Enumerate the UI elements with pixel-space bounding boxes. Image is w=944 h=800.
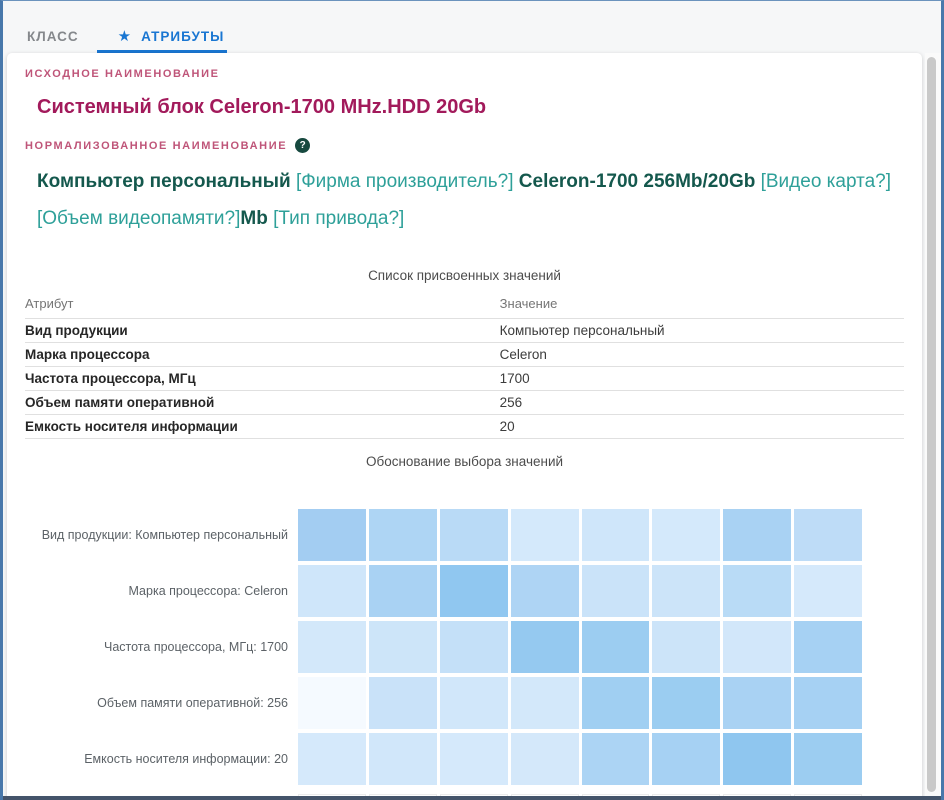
table-row: Емкость носителя информации 20 [25,414,904,439]
source-name-label: ИСХОДНОЕ НАИМЕНОВАНИЕ [25,68,220,80]
heatmap-cell[interactable] [794,677,862,729]
attribute-name-cell: Марка процессора [25,342,500,367]
attributes-card: ИСХОДНОЕ НАИМЕНОВАНИЕ Системный блок Cel… [7,53,922,800]
assigned-values-table: Атрибут Значение Вид продукции Компьютер … [25,292,904,439]
heatmap-row-label: Емкость носителя информации: 20 [84,752,288,766]
heatmap-cell[interactable] [652,733,721,785]
heatmap-cell[interactable] [439,509,508,561]
attribute-value-cell: Компьютер персональный [499,318,904,343]
attribute-value-cell: Celeron [499,342,904,367]
normalized-segment-placeholder: [Видео карта?] [Объем видеопамяти?] [37,171,892,229]
normalized-segment-value: Celeron-1700 256Mb/20Gb [518,171,756,192]
heatmap-cell[interactable] [794,509,862,561]
heatmap-row-label: Вид продукции: Компьютер персональный [41,528,288,542]
heatmap-cell[interactable] [510,621,579,673]
normalized-segment-value: Mb [240,208,268,229]
window-bottom-edge [0,796,944,800]
table-row: Вид продукции Компьютер персональный [25,318,904,343]
heatmap-cell[interactable] [439,565,508,617]
heatmap-cell[interactable] [298,733,366,785]
assigned-values-title: Список присвоенных значений [368,268,561,283]
heatmap-cell[interactable] [723,565,792,617]
column-header-value: Значение [499,296,558,311]
attribute-name-cell: Вид продукции [25,318,500,343]
heatmap-cell[interactable] [510,509,579,561]
heatmap-cell[interactable] [723,509,792,561]
table-header-row: Атрибут Значение [25,292,904,319]
tab-bar: КЛАСС ★ АТРИБУТЫ [0,0,944,53]
heatmap-cell[interactable] [298,565,366,617]
heatmap-cell[interactable] [652,621,721,673]
table-row: Марка процессора Celeron [25,342,904,367]
attribute-name-cell: Частота процессора, МГц [25,366,500,391]
heatmap-cell[interactable] [298,621,366,673]
heatmap-cell[interactable] [581,621,650,673]
heatmap-cell[interactable] [723,621,792,673]
heatmap-cell[interactable] [439,677,508,729]
heatmap-cell[interactable] [439,733,508,785]
star-icon: ★ [117,28,133,45]
column-header-attribute: Атрибут [25,296,74,311]
heatmap-cell[interactable] [298,677,366,729]
tab-class[interactable]: КЛАСС [25,29,81,53]
heatmap-cell[interactable] [794,565,862,617]
heatmap-cell[interactable] [581,565,650,617]
normalized-name-label: НОРМАЛИЗОВАННОЕ НАИМЕНОВАНИЕ [25,139,288,152]
tab-class-label: КЛАСС [27,29,79,44]
normalized-segment-placeholder: [Фирма производитель?] [290,171,519,192]
attribute-value-cell: 20 [499,414,904,439]
tab-attributes[interactable]: ★ АТРИБУТЫ [96,28,228,53]
heatmap-cell[interactable] [439,621,508,673]
heatmap-cell[interactable] [652,677,721,729]
heatmap-cell[interactable] [723,677,792,729]
attribute-name-cell: Емкость носителя информации [25,414,500,439]
heatmap-row-label: Марка процессора: Celeron [128,584,289,598]
heatmap-cell[interactable] [723,733,792,785]
justification-title: Обоснование выбора значений [365,454,564,469]
heatmap-cell[interactable] [368,677,437,729]
table-row: Частота процессора, МГц 1700 [25,366,904,391]
vertical-scrollbar[interactable] [925,53,941,796]
attribute-value-cell: 256 [499,390,904,415]
heatmap-row-label: Частота процессора, МГц: 1700 [104,640,288,654]
heatmap-cell[interactable] [510,565,579,617]
attribute-value-cell: 1700 [499,366,904,391]
assigned-values-body: Вид продукции Компьютер персональный Марка… [25,318,904,439]
heatmap-row-label: Объем памяти оперативной: 256 [97,696,288,710]
source-name-value: Системный блок Celeron-1700 MHz.HDD 20Gb [37,96,487,118]
heatmap-cell[interactable] [368,565,437,617]
normalized-segment-value: Компьютер персональный [37,171,291,192]
heatmap-cell[interactable] [510,677,579,729]
heatmap-cell[interactable] [298,509,366,561]
heatmap-cell[interactable] [368,733,437,785]
heatmap-cell[interactable] [794,733,862,785]
heatmap-cell[interactable] [581,677,650,729]
heatmap-cell[interactable] [794,621,862,673]
normalized-name-text: Компьютер персональный [Фирма производит… [37,163,904,237]
tab-attributes-label: АТРИБУТЫ [141,29,225,44]
normalized-name-label-row: НОРМАЛИЗОВАННОЕ НАИМЕНОВАНИЕ ? [25,138,904,153]
heatmap-cell[interactable] [581,509,650,561]
justification-heatmap: Вид продукции: Компьютер персональный Мар… [25,509,862,785]
table-row: Объем памяти оперативной 256 [25,390,904,415]
heatmap-cell[interactable] [581,733,650,785]
heatmap-cell[interactable] [652,565,721,617]
help-icon[interactable]: ? [295,138,311,153]
attribute-name-cell: Объем памяти оперативной [25,390,500,415]
heatmap-cell[interactable] [368,509,437,561]
scrollbar-thumb[interactable] [927,57,936,792]
heatmap-cell[interactable] [368,621,437,673]
normalized-segment-placeholder: [Тип привода?] [267,208,405,229]
heatmap-cell[interactable] [652,509,721,561]
heatmap-cell[interactable] [510,733,579,785]
